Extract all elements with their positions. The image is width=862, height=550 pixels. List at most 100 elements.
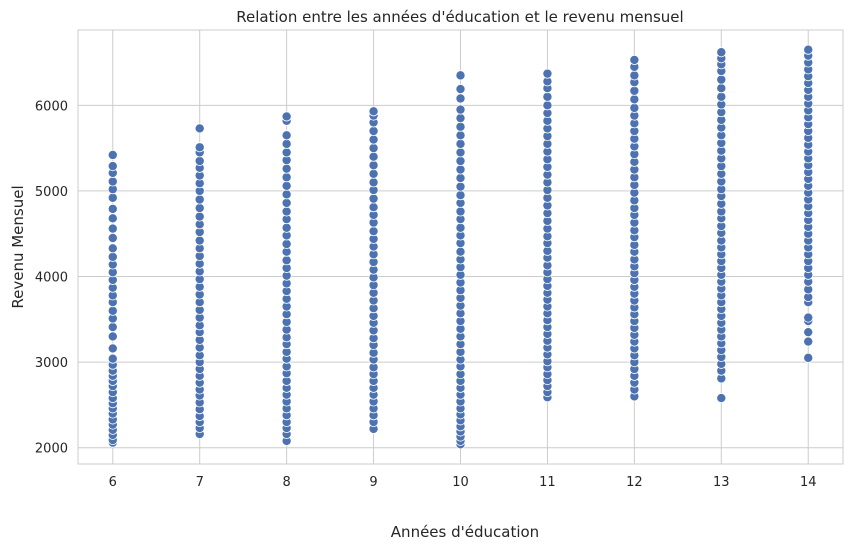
- data-point: [368, 160, 379, 171]
- x-tick-label: 11: [539, 475, 556, 490]
- data-point: [194, 123, 205, 134]
- data-point: [107, 176, 118, 187]
- data-point: [455, 155, 466, 166]
- data-point: [542, 100, 553, 111]
- data-point: [455, 130, 466, 141]
- data-point: [368, 126, 379, 137]
- data-point: [281, 206, 292, 217]
- x-tick-label: 9: [369, 475, 377, 490]
- data-point: [542, 68, 553, 79]
- data-point: [455, 190, 466, 201]
- data-point: [194, 235, 205, 246]
- x-tick-label: 7: [196, 475, 204, 490]
- data-point: [629, 102, 640, 113]
- data-point: [455, 246, 466, 257]
- data-point: [368, 106, 379, 117]
- data-point: [194, 194, 205, 205]
- data-point: [107, 213, 118, 224]
- data-point: [455, 222, 466, 233]
- data-point: [455, 181, 466, 192]
- data-point: [281, 111, 292, 122]
- data-point: [107, 353, 118, 364]
- data-point: [281, 147, 292, 158]
- x-tick-label: 14: [800, 475, 817, 490]
- data-point: [716, 47, 727, 58]
- data-point: [455, 121, 466, 132]
- y-tick-label: 2000: [35, 442, 68, 457]
- points: [107, 44, 814, 450]
- data-point: [368, 151, 379, 162]
- data-point: [629, 54, 640, 65]
- x-tick-labels: 6 7 8 9 10 11 12 13 14: [109, 475, 817, 490]
- y-tick-label: 5000: [35, 185, 68, 200]
- data-point: [194, 203, 205, 214]
- data-point: [455, 206, 466, 217]
- data-point: [281, 197, 292, 208]
- data-point: [107, 322, 118, 333]
- data-point: [803, 352, 814, 363]
- x-tick-label: 8: [282, 475, 290, 490]
- data-point: [107, 192, 118, 203]
- x-tick-label: 10: [452, 475, 469, 490]
- x-tick-label: 13: [713, 475, 730, 490]
- data-point: [716, 91, 727, 102]
- data-point: [455, 104, 466, 115]
- data-point: [107, 223, 118, 234]
- data-point: [107, 233, 118, 244]
- data-point: [455, 70, 466, 81]
- data-point: [107, 343, 118, 354]
- data-point: [803, 336, 814, 347]
- data-point: [194, 155, 205, 166]
- y-tick-labels: 2000 3000 4000 5000 6000: [35, 99, 68, 456]
- data-point: [368, 168, 379, 179]
- data-point: [281, 239, 292, 250]
- y-tick-label: 4000: [35, 271, 68, 286]
- data-point: [803, 312, 814, 323]
- data-point: [281, 222, 292, 233]
- y-tick-label: 3000: [35, 356, 68, 371]
- x-tick-label: 12: [626, 475, 643, 490]
- data-point: [368, 202, 379, 213]
- data-point: [368, 177, 379, 188]
- data-point: [107, 243, 118, 254]
- data-point: [281, 138, 292, 149]
- data-point: [107, 331, 118, 342]
- data-point: [455, 138, 466, 149]
- data-point: [455, 173, 466, 184]
- data-point: [629, 70, 640, 81]
- data-point: [629, 85, 640, 96]
- data-point: [107, 161, 118, 172]
- data-point: [194, 142, 205, 153]
- data-point: [368, 143, 379, 154]
- data-point: [281, 180, 292, 191]
- data-point: [716, 74, 727, 85]
- x-axis-title: Années d'éducation: [391, 523, 539, 541]
- y-axis-title: Revenu Mensuel: [9, 185, 27, 308]
- data-point: [107, 251, 118, 262]
- data-point: [803, 44, 814, 55]
- data-point: [803, 327, 814, 338]
- data-point: [107, 305, 118, 316]
- data-point: [716, 83, 727, 94]
- data-point: [455, 147, 466, 158]
- x-tick-label: 6: [109, 475, 117, 490]
- data-point: [368, 193, 379, 204]
- data-point: [368, 226, 379, 237]
- data-point: [455, 113, 466, 124]
- data-point: [629, 94, 640, 105]
- data-point: [716, 393, 727, 404]
- data-point: [281, 255, 292, 266]
- y-tick-label: 6000: [35, 99, 68, 114]
- data-point: [194, 211, 205, 222]
- data-point: [281, 172, 292, 183]
- data-point: [107, 203, 118, 214]
- data-point: [368, 134, 379, 145]
- data-point: [455, 84, 466, 95]
- chart-title: Relation entre les années d'éducation et…: [236, 8, 683, 26]
- data-point: [281, 130, 292, 141]
- data-point: [455, 93, 466, 104]
- data-point: [542, 91, 553, 102]
- data-point: [281, 189, 292, 200]
- data-point: [107, 149, 118, 160]
